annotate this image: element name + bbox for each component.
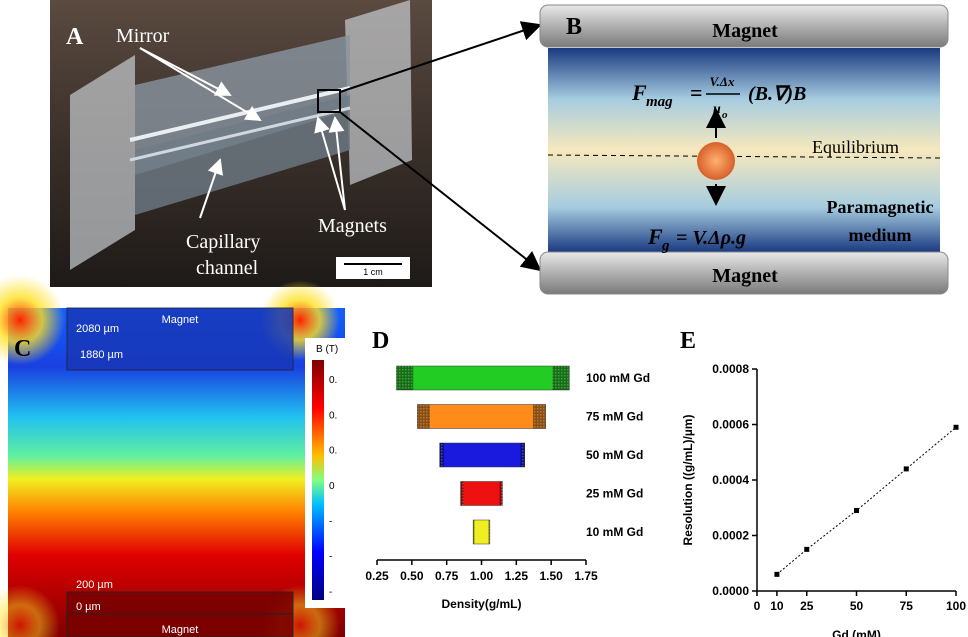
eq-text: μ: [712, 102, 721, 117]
y-tick-label: 0.0006: [712, 418, 749, 432]
panel-a: A Mirror Capillary channel Magnets 1 cm: [50, 0, 540, 287]
error-low: [417, 405, 430, 429]
category-label: 75 mM Gd: [586, 410, 643, 424]
label-capillary: channel: [196, 257, 259, 279]
medium-label: medium: [849, 225, 912, 245]
x-tick-label: 0: [754, 599, 761, 613]
x-tick-label: 0.25: [365, 569, 389, 583]
panel-label: D: [372, 328, 389, 354]
panel-d: D 0.25 0.50 0.75 1.00 1.25 1.50 1.75 Density(g/m…: [365, 328, 650, 611]
x-tick-label: 0.75: [435, 569, 459, 583]
error-high: [553, 366, 570, 390]
particle: [697, 142, 735, 180]
eq-text: =: [690, 80, 703, 105]
panel-c: Magnet Magnet 2080 µm 1880 µm 200 µm 0 µ…: [0, 275, 345, 637]
panel-label: A: [66, 24, 84, 50]
colorbar-label: 0.: [329, 375, 337, 386]
y-tick-label: 0.0000: [712, 584, 749, 598]
y-tick-label: 0.0004: [712, 473, 749, 487]
range-bar: [440, 443, 525, 467]
x-tick-label: 1.25: [505, 569, 529, 583]
colorbar-label: 0.: [329, 446, 337, 457]
colorbar-label: -: [329, 516, 332, 527]
x-tick-label: 0.50: [400, 569, 424, 583]
category-label: 10 mM Gd: [586, 525, 643, 539]
x-tick-label: 1.75: [574, 569, 598, 583]
depth-label: 200 µm: [76, 579, 113, 591]
panel-label: E: [680, 328, 696, 354]
colorbar-label: -: [329, 552, 332, 563]
error-low: [440, 443, 444, 467]
medium-label: Paramagnetic: [827, 197, 934, 217]
data-point: [804, 547, 809, 552]
colorbar: [312, 360, 324, 600]
acrylic-block: [345, 0, 412, 185]
y-tick-label: 0.0008: [712, 362, 749, 376]
error-low: [473, 520, 474, 544]
x-tick-label: 100: [946, 599, 966, 613]
eq-text: o: [722, 109, 728, 121]
range-bar: [417, 405, 545, 429]
range-bar: [461, 482, 503, 506]
colorbar-label: 0.: [329, 410, 337, 421]
data-point: [904, 466, 909, 471]
panel-label: B: [566, 14, 582, 40]
label-mirror: Mirror: [116, 25, 170, 47]
panel-label: C: [14, 336, 31, 362]
error-high: [521, 443, 525, 467]
error-low: [397, 366, 414, 390]
x-axis-label: Density(g/mL): [441, 597, 521, 611]
x-tick-label: 75: [900, 599, 914, 613]
data-point: [774, 572, 779, 577]
eq-text: g: [661, 238, 670, 254]
x-axis-label: Gd (mM): [832, 628, 881, 637]
label-magnets: Magnets: [318, 215, 387, 237]
figure: A Mirror Capillary channel Magnets 1 cm …: [0, 0, 968, 637]
range-bar: [473, 520, 490, 544]
error-low: [461, 482, 464, 506]
x-tick-label: 10: [770, 599, 784, 613]
panel-b: B Magnet Magnet F mag = V.Δx μ o (B.∇)B …: [540, 5, 948, 294]
x-tick-label: 25: [800, 599, 814, 613]
category-label: 100 mM Gd: [586, 371, 650, 385]
y-axis-label: Resolution ((g/mL)/µm): [681, 415, 695, 546]
eq-text: (B.∇)B: [748, 83, 806, 105]
eq-text: V.Δx: [710, 74, 735, 89]
panel-e: E 0.0000 0.0002 0.0004 0.0006 0.0008 0 10 25 50 75…: [680, 328, 966, 637]
x-tick-label: 1.00: [470, 569, 494, 583]
fit-line: [777, 427, 956, 574]
x-tick-label: 50: [850, 599, 864, 613]
eq-text: F: [631, 80, 647, 105]
data-point: [954, 425, 959, 430]
category-label: 25 mM Gd: [586, 487, 643, 501]
depth-label: 1880 µm: [80, 349, 123, 361]
error-high: [533, 405, 546, 429]
depth-label: 0 µm: [76, 601, 101, 613]
error-high: [500, 482, 503, 506]
eq-text: mag: [646, 94, 673, 110]
error-high: [488, 520, 489, 544]
magnet-label: Magnet: [712, 265, 778, 287]
equilibrium-label: Equilibrium: [812, 137, 899, 157]
eq-text: = V.Δρ.g: [676, 227, 746, 249]
magnet-label: Magnet: [162, 624, 199, 636]
label-capillary: Capillary: [186, 231, 260, 253]
data-point: [854, 508, 859, 513]
y-tick-label: 0.0002: [712, 529, 749, 543]
eq-text: F: [647, 224, 663, 249]
magnet-label: Magnet: [712, 20, 778, 42]
magnet-label: Magnet: [162, 314, 199, 326]
x-tick-label: 1.50: [539, 569, 563, 583]
range-bar: [397, 366, 570, 390]
scale-label: 1 cm: [363, 267, 383, 277]
colorbar-label: -: [329, 587, 332, 598]
colorbar-title: B (T): [316, 344, 338, 355]
category-label: 50 mM Gd: [586, 448, 643, 462]
colorbar-label: 0: [329, 481, 335, 492]
depth-label: 2080 µm: [76, 323, 119, 335]
colorbar-box: [305, 338, 345, 608]
